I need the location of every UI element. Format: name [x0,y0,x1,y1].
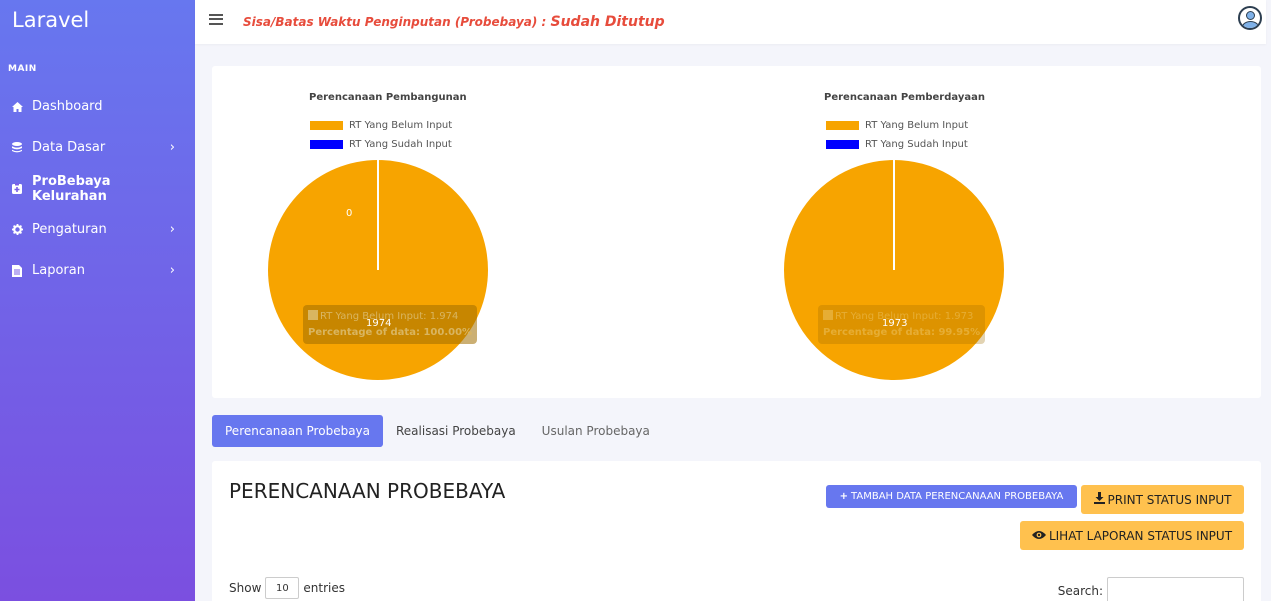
file-icon [10,264,24,277]
legend-item[interactable]: RT Yang Sudah Input [826,139,968,150]
sidebar-item-laporan[interactable]: Laporan › [0,250,195,291]
user-avatar-icon[interactable] [1238,6,1262,30]
data-card: PERENCANAAN PROBEBAYA + TAMBAH DATA PERE… [212,461,1261,601]
slice-value-label: 1974 [366,318,392,329]
tooltip-percentage: Percentage of data: 99.95% [823,326,981,338]
tooltip-label: RT Yang Belum Input: 1.973 [835,311,974,322]
topbar: Sisa/Batas Waktu Penginputan (Probebaya)… [195,0,1266,44]
sidebar-item-dashboard[interactable]: Dashboard [0,86,195,127]
pie-chart-svg [268,160,488,380]
sidebar-item-probebaya-kelurahan[interactable]: ProBebaya Kelurahan [0,168,195,209]
legend-item[interactable]: RT Yang Sudah Input [310,139,452,150]
search-input[interactable] [1107,577,1244,601]
gear-icon [10,224,24,235]
entries-select[interactable]: 10 [265,577,300,599]
sidebar-item-pengaturan[interactable]: Pengaturan › [0,209,195,250]
chart-tooltip: RT Yang Belum Input: 1.973 Percentage of… [818,305,986,344]
tooltip-percentage: Percentage of data: 100.00% [308,326,473,338]
pie-chart-1[interactable] [267,159,489,385]
chart-card: Perencanaan Pembangunan RT Yang Belum In… [212,66,1261,398]
sidebar-item-label: Pengaturan [32,222,107,237]
tooltip-label: RT Yang Belum Input: 1.974 [320,311,459,322]
brand-logo[interactable]: Laravel [12,8,90,32]
show-label: Show [229,581,262,595]
search-box: Search: [1058,577,1244,601]
database-icon [10,142,24,153]
sidebar-item-label: ProBebaya Kelurahan [32,173,111,204]
hamburger-menu-icon[interactable] [209,13,223,25]
chevron-right-icon: › [169,140,175,155]
print-status-button[interactable]: PRINT STATUS INPUT [1081,485,1244,514]
legend-swatch [310,121,343,130]
chevron-right-icon: › [169,222,175,237]
chart-title: Perencanaan Pembangunan [309,92,467,103]
legend-swatch [826,121,859,130]
tab-usulan[interactable]: Usulan Probebaya [541,424,650,438]
sidebar-item-data-dasar[interactable]: Data Dasar › [0,127,195,168]
print-button-label: PRINT STATUS INPUT [1107,492,1232,507]
download-icon [1093,492,1105,507]
legend-swatch [310,140,343,149]
zero-slice-label: 0 [346,208,353,219]
sidebar-item-label: Data Dasar [32,140,106,155]
eye-icon [1031,529,1046,543]
sidebar: Laravel MAIN Dashboard Data Dasar › ProB… [0,0,195,601]
clipboard-icon [10,183,24,194]
legend-swatch [826,140,859,149]
home-icon [10,101,24,112]
tab-realisasi[interactable]: Realisasi Probebaya [396,424,516,438]
slice-value-label: 1973 [882,318,908,329]
legend-item[interactable]: RT Yang Belum Input [826,120,968,131]
sidebar-item-label: Laporan [32,263,85,278]
chevron-right-icon: › [169,263,175,278]
plus-icon: + [839,491,849,502]
show-entries: Show 10 entries [229,577,345,599]
legend-label: RT Yang Belum Input [865,120,969,131]
page-title: PERENCANAAN PROBEBAYA [229,479,506,503]
chart-tooltip: RT Yang Belum Input: 1.974 Percentage of… [303,305,478,344]
legend-label: RT Yang Belum Input [349,120,453,131]
deadline-status: Sisa/Batas Waktu Penginputan (Probebaya)… [243,14,665,30]
add-data-button[interactable]: + TAMBAH DATA PERENCANAAN PROBEBAYA [826,485,1077,508]
view-report-button[interactable]: LIHAT LAPORAN STATUS INPUT [1020,521,1244,550]
pie-chart-svg [784,160,1004,380]
deadline-label: Sisa/Batas Waktu Penginputan (Probebaya)… [243,15,551,29]
add-button-label: TAMBAH DATA PERENCANAAN PROBEBAYA [851,491,1064,502]
view-button-label: LIHAT LAPORAN STATUS INPUT [1048,528,1233,543]
sidebar-item-label: Dashboard [32,99,103,114]
tab-perencanaan[interactable]: Perencanaan Probebaya [212,415,383,447]
tab-bar: Perencanaan Probebaya Realisasi Probebay… [212,415,663,447]
entries-label: entries [303,581,345,595]
chart-title: Perencanaan Pemberdayaan [824,92,985,103]
deadline-value: Sudah Ditutup [550,14,665,30]
legend-label: RT Yang Sudah Input [349,139,452,150]
legend-label: RT Yang Sudah Input [865,139,968,150]
sidebar-section-label: MAIN [8,64,37,74]
search-label: Search: [1057,584,1103,598]
pie-chart-2[interactable] [783,159,1005,385]
legend-item[interactable]: RT Yang Belum Input [310,120,452,131]
